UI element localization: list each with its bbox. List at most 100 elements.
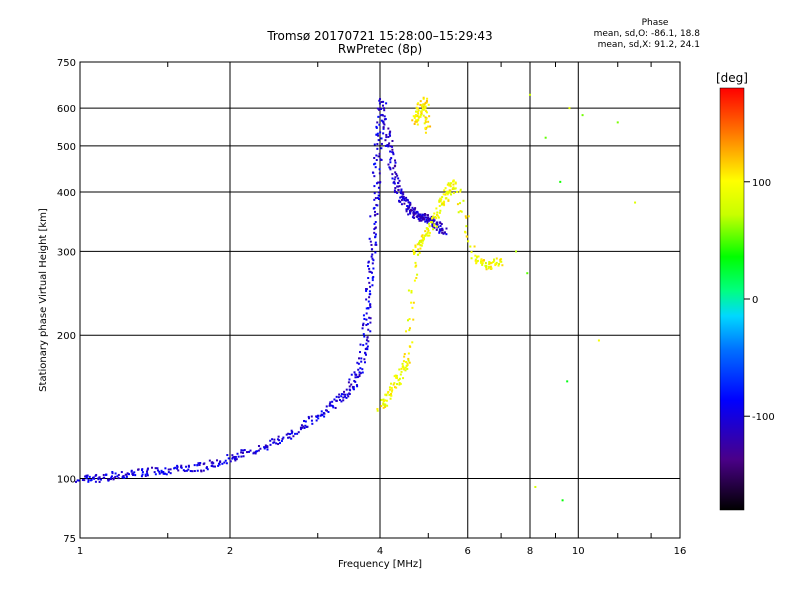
data-point [481, 259, 484, 262]
data-point [378, 123, 381, 126]
data-point [243, 449, 246, 452]
data-point [362, 324, 365, 327]
data-point [299, 426, 302, 429]
data-point [450, 193, 453, 196]
data-point [425, 100, 428, 103]
data-point [132, 473, 135, 476]
data-point [438, 231, 441, 234]
data-point [487, 263, 490, 266]
data-point [112, 477, 115, 480]
data-point [229, 460, 232, 463]
data-point [311, 422, 314, 425]
data-point [154, 473, 157, 476]
data-point [410, 301, 413, 304]
data-point [234, 455, 237, 458]
data-point [379, 98, 382, 101]
data-point [334, 406, 337, 409]
data-point [391, 173, 394, 176]
data-point [634, 201, 637, 204]
data-point [369, 270, 372, 273]
data-point [386, 391, 389, 394]
data-point [205, 466, 208, 469]
data-point [375, 203, 378, 206]
data-point [377, 115, 380, 118]
data-point [269, 439, 272, 442]
data-point [432, 228, 435, 231]
data-point [416, 211, 419, 214]
data-point [371, 279, 374, 282]
data-point [108, 478, 111, 481]
data-point [342, 393, 345, 396]
x-axis-ticks: 1 2 4 6 8 10 16 [77, 546, 687, 557]
data-point [403, 355, 406, 358]
data-point [348, 388, 351, 391]
data-point [370, 248, 373, 251]
data-point [377, 139, 380, 142]
data-point [420, 244, 423, 247]
data-point [416, 107, 419, 110]
data-point [344, 393, 347, 396]
data-point [441, 196, 444, 199]
data-point [158, 470, 161, 473]
data-point [437, 216, 440, 219]
data-point [182, 469, 185, 472]
data-point [377, 181, 380, 184]
data-point [363, 317, 366, 320]
data-point [475, 262, 478, 265]
data-point [382, 403, 385, 406]
data-point [377, 134, 380, 137]
data-point [350, 383, 353, 386]
data-points [75, 93, 637, 502]
data-point [431, 222, 434, 225]
data-point [359, 367, 362, 370]
data-point [544, 136, 547, 139]
data-point [354, 380, 357, 383]
data-point [408, 206, 411, 209]
data-point [444, 193, 447, 196]
data-point [399, 200, 402, 203]
data-point [369, 321, 372, 324]
data-point [414, 212, 417, 215]
data-point [388, 388, 391, 391]
data-point [433, 212, 436, 215]
data-point [390, 157, 393, 160]
data-point [429, 125, 432, 128]
data-point [436, 223, 439, 226]
data-point [454, 181, 457, 184]
data-point [199, 462, 202, 465]
data-point [427, 103, 430, 106]
data-point [498, 263, 501, 266]
data-point [173, 467, 176, 470]
data-point [375, 133, 378, 136]
colorbar-tick-label: 0 [752, 295, 758, 306]
data-point [408, 329, 411, 332]
data-point [406, 199, 409, 202]
data-point [363, 361, 366, 364]
data-point [300, 424, 303, 427]
data-point [406, 367, 409, 370]
data-point [368, 270, 371, 273]
data-point [273, 441, 276, 444]
data-point [385, 102, 388, 105]
data-point [377, 191, 380, 194]
data-point [353, 371, 356, 374]
data-point [390, 382, 393, 385]
data-point [379, 114, 382, 117]
chart-title: Tromsø 20170721 15:28:00–15:29:43 [267, 29, 493, 43]
data-point [382, 126, 385, 129]
data-point [271, 438, 274, 441]
data-point [433, 223, 436, 226]
data-point [419, 240, 422, 243]
data-point [368, 316, 371, 319]
data-point [224, 459, 227, 462]
data-point [438, 230, 441, 233]
data-point [379, 158, 382, 161]
data-point [282, 436, 285, 439]
data-point [428, 115, 431, 118]
data-point [403, 353, 406, 356]
data-point [415, 120, 418, 123]
data-point [367, 265, 370, 268]
data-point [388, 393, 391, 396]
data-point [362, 333, 365, 336]
